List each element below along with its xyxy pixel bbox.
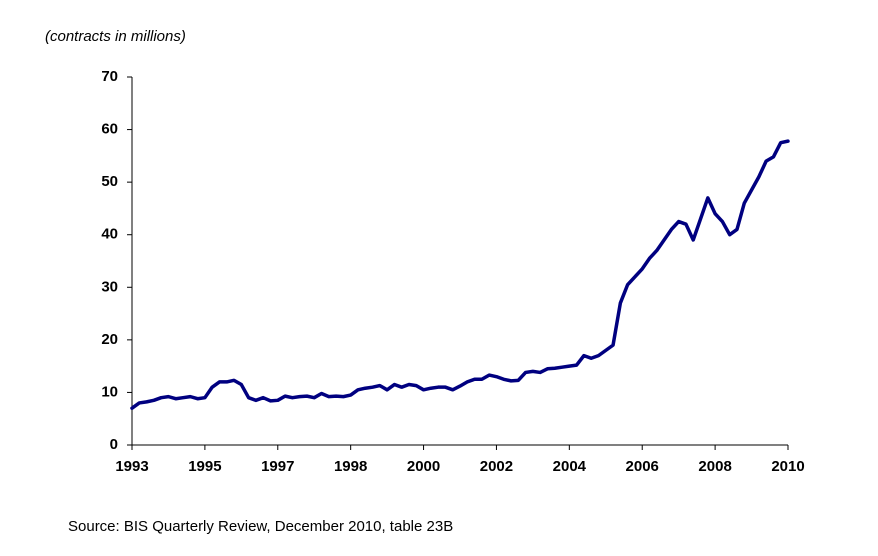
y-tick-label: 70 <box>101 68 118 85</box>
x-tick-label: 2008 <box>698 458 731 475</box>
y-tick-label: 10 <box>101 383 118 400</box>
unit-label: (contracts in millions) <box>45 28 186 45</box>
y-tick-label: 50 <box>101 173 118 190</box>
x-tick-label: 1997 <box>261 458 294 475</box>
x-tick-label: 2006 <box>626 458 659 475</box>
y-tick-label: 60 <box>101 121 118 138</box>
y-tick-label: 30 <box>101 278 118 295</box>
data-line <box>130 139 790 410</box>
x-tick-label: 2000 <box>407 458 440 475</box>
x-tick-label: 1993 <box>115 458 148 475</box>
y-tick-label: 0 <box>110 436 118 453</box>
source-note: Source: BIS Quarterly Review, December 2… <box>68 518 453 535</box>
x-tick-label: 2010 <box>771 458 804 475</box>
x-tick-label: 2004 <box>553 458 587 475</box>
x-tick-label: 1998 <box>334 458 367 475</box>
y-tick-label: 40 <box>101 226 118 243</box>
x-tick-label: 1995 <box>188 458 221 475</box>
x-tick-label: 2002 <box>480 458 513 475</box>
y-tick-label: 20 <box>101 331 118 348</box>
